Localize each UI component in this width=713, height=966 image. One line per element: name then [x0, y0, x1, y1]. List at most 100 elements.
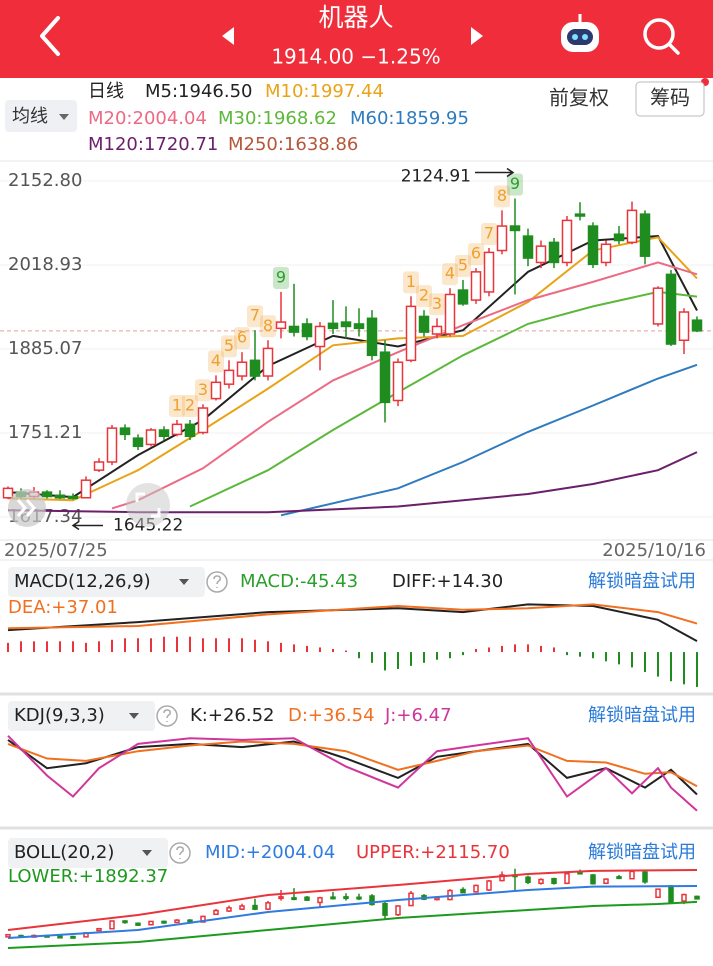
sequence-label: 7 [484, 224, 494, 243]
candle-body [109, 920, 115, 930]
candle-body [444, 293, 456, 335]
candle-body [574, 213, 586, 217]
indicator-line [7, 900, 698, 949]
indicator-line [7, 869, 698, 931]
help-mark [163, 709, 171, 722]
candle-body [96, 927, 102, 932]
candle-body [148, 920, 154, 926]
sequence-badge [403, 271, 419, 294]
readout: J:+6.47 [384, 705, 452, 726]
sequence-label: 8 [263, 316, 273, 335]
collapse-icon [16, 499, 36, 517]
chips-box[interactable] [635, 81, 705, 117]
indicator-line [7, 603, 698, 642]
candle-body [145, 429, 157, 446]
search-icon[interactable] [643, 18, 680, 55]
next-stock[interactable] [471, 27, 483, 45]
sequence-badge [273, 266, 289, 289]
candle-body [460, 888, 466, 894]
unlock-link[interactable]: 解锁暗盘试用 [588, 705, 696, 726]
help-icon [156, 705, 178, 727]
candle-body [655, 888, 661, 899]
back-button[interactable] [40, 16, 60, 56]
adjust[interactable]: 前复权 [549, 86, 609, 110]
period[interactable]: 日线 [88, 81, 124, 102]
sequence-label: 7 [250, 306, 260, 325]
candle-body [457, 289, 469, 305]
chips[interactable]: 筹码 [650, 86, 690, 110]
indicator-selector[interactable]: MACD(12,26,9) [14, 571, 151, 592]
candle-body [249, 359, 261, 377]
candle-body [538, 878, 544, 885]
candle-body [642, 871, 648, 883]
readout: MID:+2004.04 [205, 842, 335, 863]
sequence-badge [260, 315, 276, 338]
ma-selector[interactable]: 均线 [12, 106, 48, 127]
unlock-link[interactable]: 解锁暗盘试用 [588, 842, 696, 863]
candle-body [340, 321, 352, 328]
unlock-link[interactable]: 解锁暗盘试用 [588, 571, 696, 592]
indicator-selector-box [8, 838, 168, 868]
indicator-selector-box [8, 567, 205, 597]
candle-body [236, 361, 248, 377]
candle-body [265, 902, 271, 910]
indicator-selector[interactable]: BOLL(20,2) [14, 842, 114, 863]
readout: LOWER:+1892.37 [8, 866, 168, 887]
candle-body [213, 909, 219, 916]
indicator-selector[interactable]: KDJ(9,3,3) [14, 705, 105, 726]
ma-selector-box[interactable] [5, 100, 77, 132]
candle-body [304, 896, 310, 901]
sequence-label: 5 [458, 256, 468, 275]
readout: DIFF:+14.30 [392, 571, 503, 592]
sequence-badge [481, 223, 497, 246]
robot-icon[interactable] [561, 14, 599, 52]
collapse-button[interactable] [8, 489, 46, 527]
candle-body [327, 322, 339, 330]
sequence-label: 9 [510, 174, 520, 193]
ma-legend: M30:1968.62 [218, 108, 337, 129]
candle-body [262, 347, 274, 377]
candle-body [171, 423, 183, 436]
candle-body [314, 325, 326, 348]
candle-body [158, 429, 170, 438]
candle-body [629, 870, 635, 880]
y-tick-label: 1885.07 [8, 338, 82, 359]
sequence-label: 6 [237, 328, 247, 347]
prev-stock[interactable] [222, 27, 234, 45]
indicator-line [7, 885, 698, 939]
sequence-badge [494, 185, 510, 208]
candle-body [223, 369, 235, 385]
indicator-selector-box [8, 701, 155, 731]
candle-body [551, 877, 557, 885]
candle-body [525, 876, 531, 884]
candle-body [496, 225, 508, 252]
help-icon [206, 571, 228, 593]
crop-button[interactable] [126, 483, 170, 527]
sequence-badge [468, 243, 484, 266]
sequence-badge [195, 379, 211, 402]
sequence-label: 1 [172, 395, 182, 414]
candle-body [184, 423, 196, 438]
readout: K:+26.52 [190, 705, 274, 726]
candle-body [395, 905, 401, 916]
candle-body [291, 897, 297, 901]
candle-body [564, 872, 570, 885]
ma-legend: M250:1638.86 [228, 134, 358, 155]
indicator-line [7, 740, 698, 788]
candle-body [561, 219, 573, 264]
dropdown-arrow [129, 713, 139, 719]
candle-body [470, 271, 482, 301]
candle-body [330, 896, 336, 900]
candle-body [639, 213, 651, 257]
candle-body [343, 896, 349, 900]
sequence-label: 5 [224, 336, 234, 355]
candle-body [197, 407, 209, 434]
date-end: 2025/10/16 [602, 540, 706, 561]
candle-body [317, 897, 323, 904]
candle-body [119, 427, 131, 436]
dropdown-arrow [59, 114, 69, 120]
candle-body [613, 233, 625, 242]
sequence-badge [169, 394, 185, 417]
sequence-badge [429, 293, 445, 316]
candle-body [132, 437, 144, 448]
